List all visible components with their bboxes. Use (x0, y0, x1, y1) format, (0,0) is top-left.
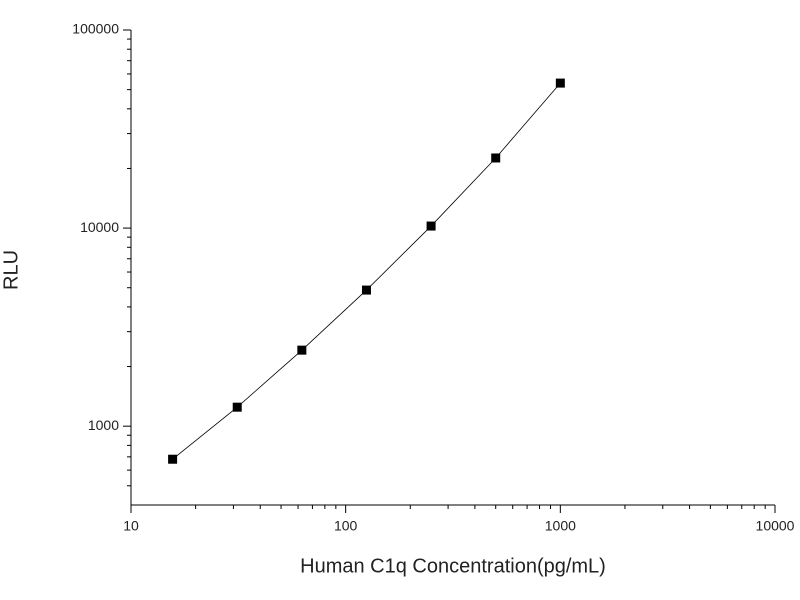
data-point (361, 285, 371, 295)
x-axis-title: Human C1q Concentration(pg/mL) (300, 555, 606, 577)
x-tick-label: 1000 (545, 518, 576, 534)
y-tick-label: 10000 (80, 219, 119, 235)
data-point (491, 153, 501, 163)
data-point (426, 221, 436, 231)
y-tick-label: 100000 (72, 21, 119, 37)
data-point (168, 454, 178, 464)
x-tick-label: 10 (123, 518, 139, 534)
data-point (232, 402, 242, 412)
y-tick-label: 1000 (88, 417, 119, 433)
x-tick-label: 100 (334, 518, 358, 534)
data-point (297, 345, 307, 355)
data-point (555, 78, 565, 88)
series-line (172, 82, 561, 460)
x-tick-label: 10000 (756, 518, 795, 534)
y-axis-title: RLU (0, 250, 22, 290)
